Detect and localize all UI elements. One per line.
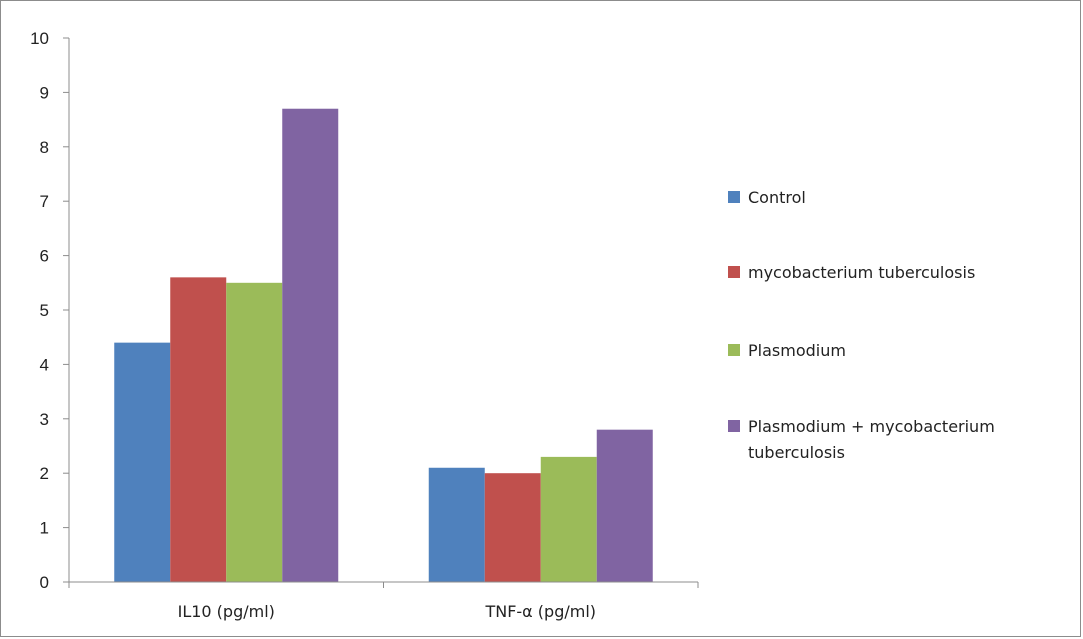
bar-2-0 [226,282,283,582]
bar-0-0 [114,342,171,582]
y-tick-label: 5 [40,301,49,320]
y-tick-label: 9 [40,83,49,102]
legend-label: Plasmodium + mycobacterium tuberculosis [748,417,995,462]
legend-label: Plasmodium [748,341,846,360]
x-tick-label: IL10 (pg/ml) [178,602,275,621]
legend-item-3: Plasmodium + mycobacterium tuberculosis [728,417,995,462]
bar-3-1 [596,429,653,582]
legend-label-line: tuberculosis [748,443,845,462]
y-tick-label: 4 [40,355,49,374]
legend-item-1: mycobacterium tuberculosis [728,263,975,282]
legend-label: mycobacterium tuberculosis [748,263,975,282]
y-tick-label: 8 [40,138,49,157]
y-tick-label: 3 [40,410,49,429]
legend-swatch [728,191,740,203]
legend-label: Control [748,188,806,207]
y-tick-label: 0 [40,573,49,592]
legend-label-line: Plasmodium + mycobacterium [748,417,995,436]
x-tick-label: TNF-α (pg/ml) [484,602,596,621]
bar-2-1 [540,456,597,582]
legend-item-0: Control [728,188,806,207]
bar-1-0 [170,277,227,582]
bar-0-1 [428,467,485,582]
axis-layer: 0 1 2 3 4 5 6 7 8 9 10 IL10 (pg/ml) TNF-α (pg/ml) [30,29,699,621]
y-tick-label: 2 [40,464,49,483]
legend-item-2: Plasmodium [728,341,846,360]
y-tick-label: 7 [40,192,49,211]
legend-swatch [728,266,740,278]
bars-layer [114,108,653,582]
y-tick-label: 1 [40,519,49,538]
bar-1-1 [484,473,541,582]
bar-3-0 [282,108,339,582]
y-tick-label: 10 [30,29,49,48]
legend: Control mycobacterium tuberculosis Plasmod… [728,188,995,462]
legend-swatch [728,420,740,432]
y-tick-label: 6 [40,247,49,266]
legend-swatch [728,344,740,356]
